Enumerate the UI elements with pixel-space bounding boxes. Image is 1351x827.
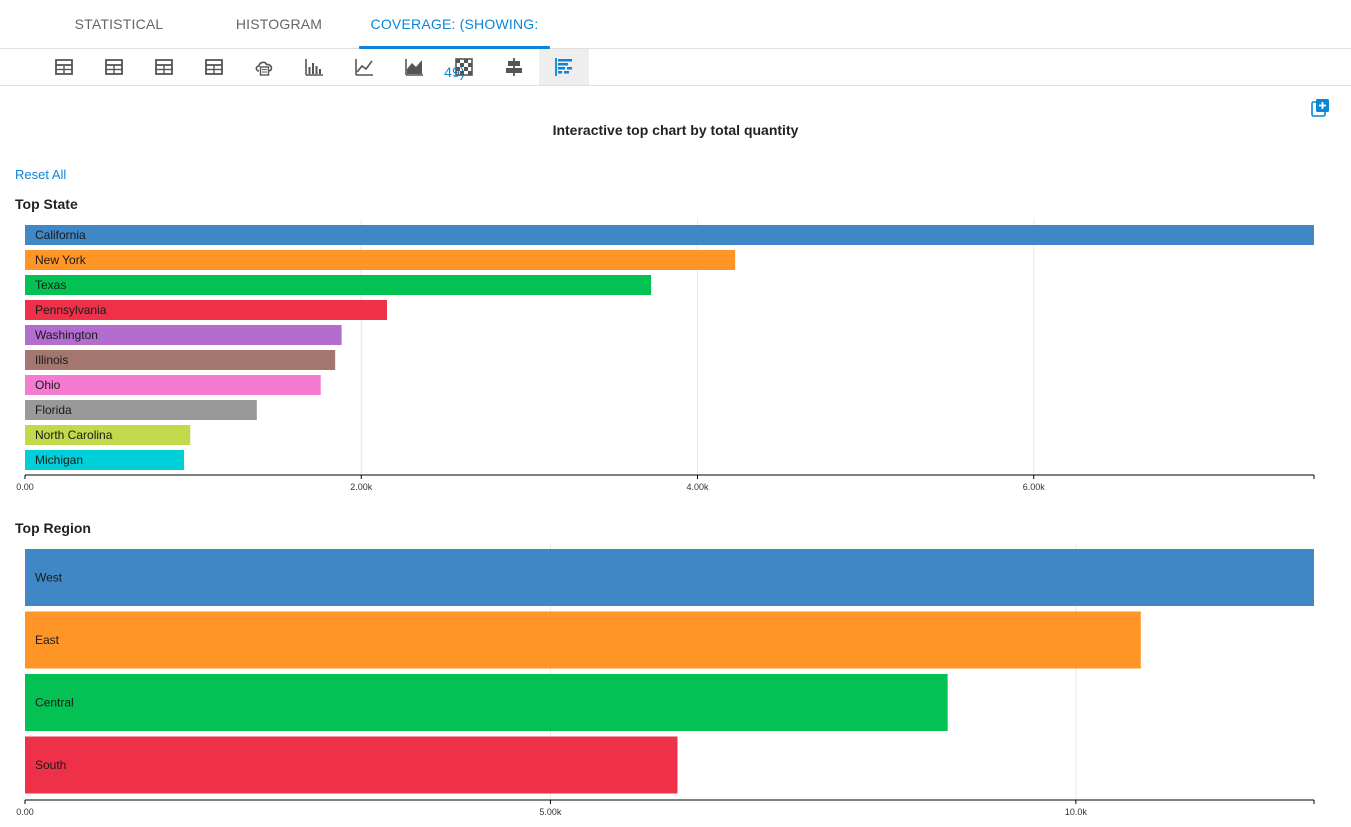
- chart-type-toolbar: [0, 49, 1351, 86]
- top-region-title: Top Region: [15, 520, 91, 536]
- table-icon: [55, 59, 73, 75]
- bar-label: Michigan: [35, 453, 83, 467]
- x-tick-label: 4.00k: [686, 482, 709, 492]
- tab-coverage[interactable]: COVERAGE: (SHOWING: 49): [359, 0, 550, 80]
- bar-label: California: [35, 228, 86, 242]
- line-chart-button[interactable]: [339, 49, 389, 85]
- bar-michigan[interactable]: [25, 450, 185, 470]
- bar-label: Florida: [35, 403, 72, 417]
- top-region-chart: West East Central South 0.00 5.00k 10.0k: [16, 544, 1315, 817]
- table-view-button-2[interactable]: [89, 49, 139, 85]
- bar-florida[interactable]: [25, 400, 257, 420]
- tab-statistical[interactable]: STATISTICAL: [74, 16, 164, 32]
- bar-texas[interactable]: [25, 275, 652, 295]
- line-chart-icon: [355, 59, 373, 76]
- bar-california[interactable]: [25, 225, 1314, 245]
- bar-label: South: [35, 758, 66, 772]
- top-state-title: Top State: [15, 196, 78, 212]
- bar-north-carolina[interactable]: [25, 425, 191, 445]
- bar-label: Illinois: [35, 353, 68, 367]
- table-view-button-3[interactable]: [139, 49, 189, 85]
- x-tick-label: 10.0k: [1065, 807, 1088, 817]
- bar-label: Ohio: [35, 378, 61, 392]
- area-chart-button[interactable]: [389, 49, 439, 85]
- histogram-icon: [305, 59, 323, 76]
- top-chart-icon: [555, 58, 572, 76]
- bar-washington[interactable]: [25, 325, 342, 345]
- bar-label: Washington: [35, 328, 98, 342]
- bar-label: West: [35, 571, 63, 585]
- bar-label: East: [35, 633, 60, 647]
- top-chart-button[interactable]: [539, 49, 589, 85]
- table-view-button-1[interactable]: [39, 49, 89, 85]
- bar-label: Texas: [35, 278, 66, 292]
- bar-west[interactable]: [25, 549, 1314, 606]
- x-tick-label: 0.00: [16, 482, 34, 492]
- table-icon: [155, 59, 173, 75]
- tab-histogram[interactable]: HISTOGRAM: [235, 16, 323, 32]
- bar-pennsylvania[interactable]: [25, 300, 387, 320]
- x-tick-label: 0.00: [16, 807, 34, 817]
- align-center-icon: [506, 58, 522, 76]
- bar-illinois[interactable]: [25, 350, 336, 370]
- x-tick-label: 2.00k: [350, 482, 373, 492]
- table-view-button-4[interactable]: [189, 49, 239, 85]
- bar-south[interactable]: [25, 736, 678, 794]
- top-state-chart: California New York Texas Pennsylvania Washi…: [16, 219, 1315, 492]
- area-chart-icon: [405, 59, 423, 76]
- tab-bar: STATISTICAL HISTOGRAM COVERAGE: (SHOWING…: [0, 0, 1351, 80]
- bar-ohio[interactable]: [25, 375, 321, 395]
- add-chart-icon[interactable]: [1311, 98, 1330, 117]
- reset-all-link[interactable]: Reset All: [15, 167, 67, 182]
- bar-new-york[interactable]: [25, 250, 736, 270]
- bar-label: New York: [35, 253, 87, 267]
- bar-central[interactable]: [25, 674, 948, 731]
- heatmap-icon: [455, 58, 473, 76]
- cloud-doc-button[interactable]: [239, 49, 289, 85]
- cloud-doc-icon: [255, 61, 273, 76]
- histogram-button[interactable]: [289, 49, 339, 85]
- bar-label: Central: [35, 696, 74, 710]
- bar-label: North Carolina: [35, 428, 113, 442]
- x-tick-label: 5.00k: [539, 807, 562, 817]
- chart-title: Interactive top chart by total quantity: [552, 122, 799, 138]
- table-icon: [105, 59, 123, 75]
- bar-east[interactable]: [25, 611, 1141, 669]
- heatmap-button[interactable]: [439, 49, 489, 85]
- table-icon: [205, 59, 223, 75]
- align-center-button[interactable]: [489, 49, 539, 85]
- x-tick-label: 6.00k: [1023, 482, 1046, 492]
- bar-label: Pennsylvania: [35, 303, 107, 317]
